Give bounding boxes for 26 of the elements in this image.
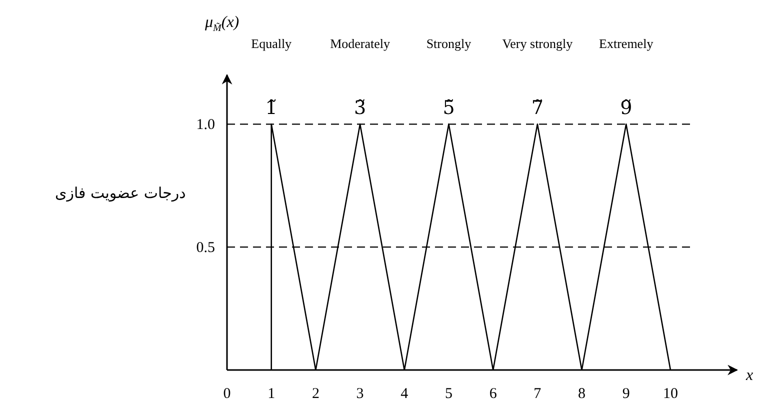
y-axis-title: μ$_{M̃}$(x) (204, 14, 240, 34)
x-tick-label: 1 (268, 386, 276, 402)
x-tick-label: 7 (534, 386, 542, 402)
text: Strongly (426, 36, 472, 51)
series-label: 9̃ (620, 97, 632, 120)
x-tick-label: 9 (622, 386, 630, 402)
x-tick-label: 5 (444, 386, 452, 402)
text: Moderately (330, 36, 391, 51)
text: Extremely (599, 36, 654, 51)
series-label: 1̃ (265, 97, 278, 120)
x-tick-label: 8 (578, 386, 586, 402)
y-tick-label: 1.0 (196, 117, 215, 134)
x-tick-label: 3 (356, 386, 364, 402)
x-tick-label: 4 (400, 386, 409, 402)
y-tick-label: 0.5 (196, 240, 215, 256)
x-axis-title: x (745, 367, 754, 384)
text: درجات عضویت فازی (55, 184, 186, 202)
x-tick-label: 0 (223, 386, 231, 402)
series-label: 3̃ (354, 97, 366, 120)
text: Very strongly (502, 36, 574, 51)
text: Equally (251, 36, 292, 51)
series-label: 7̃ (531, 97, 544, 120)
x-tick-label: 2 (312, 386, 320, 402)
series-label: 5̃ (442, 97, 455, 120)
x-tick-label: 10 (662, 386, 678, 402)
x-tick-label: 6 (489, 386, 498, 402)
